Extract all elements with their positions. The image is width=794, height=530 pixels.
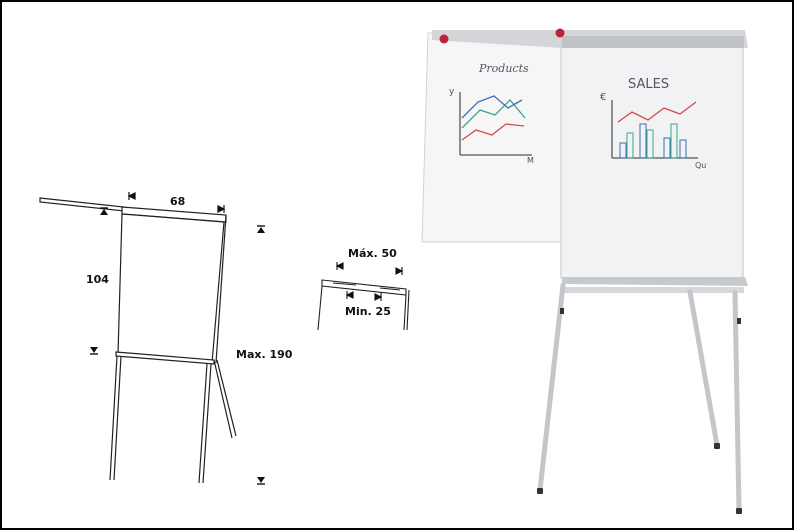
- front-sheet-title: SALES: [628, 77, 669, 92]
- height-marker-bottom: [90, 347, 98, 353]
- min-gap-label: Min. 25: [345, 305, 391, 318]
- easel-legs: [537, 282, 742, 513]
- max-marker-top: [257, 227, 265, 233]
- width-marker-left: [127, 192, 136, 200]
- height-dimension-label: 104: [86, 273, 109, 286]
- back-sheet-title: Products: [478, 62, 529, 75]
- magnet-right: [555, 28, 565, 38]
- svg-text:€: €: [600, 92, 606, 103]
- max-marker-bottom: [257, 477, 265, 483]
- width-marker-right: [217, 205, 226, 213]
- back-line-chart: [459, 92, 532, 156]
- width-dimension-label: 68: [170, 195, 186, 208]
- board-tray: [562, 277, 748, 286]
- tray-gap-detail: [317, 279, 410, 331]
- height-marker-top: [100, 209, 108, 215]
- svg-text:Qu: Qu: [695, 161, 706, 170]
- magnet-left: [439, 34, 449, 44]
- max-gap-label: Máx. 50: [348, 247, 397, 260]
- svg-text:M: M: [527, 156, 534, 165]
- tray-bar: [115, 351, 215, 365]
- max-height-label: Max. 190: [236, 348, 293, 361]
- front-bar-chart: [611, 100, 698, 159]
- svg-text:y: y: [449, 87, 455, 97]
